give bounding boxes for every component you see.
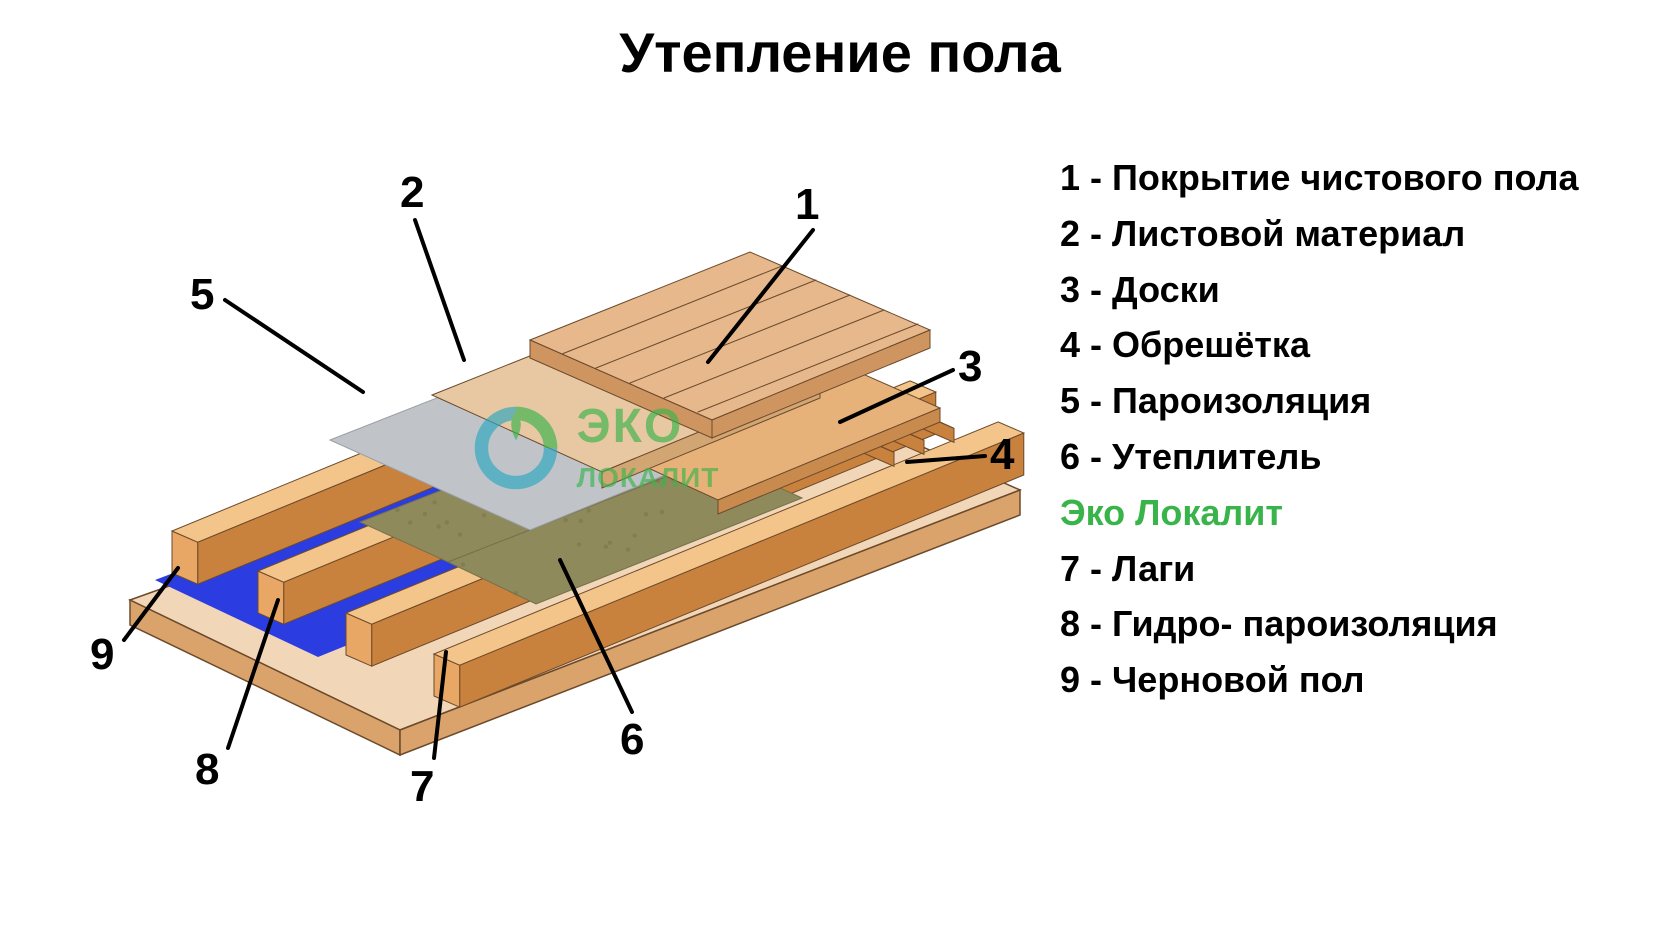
legend: 1 - Покрытие чистового пола 2 - Листовой… [1060,150,1640,708]
legend-item-1: 1 - Покрытие чистового пола [1060,150,1640,206]
legend-brand: Эко Локалит [1060,485,1640,541]
callout-5: 5 [190,270,214,320]
floor-diagram: ЭКО ЛОКАЛИТ 123456789 [60,160,1060,900]
legend-item-2: 2 - Листовой материал [1060,206,1640,262]
callout-9: 9 [90,630,114,680]
callout-3: 3 [958,342,982,392]
callout-1: 1 [795,180,819,230]
callout-6: 6 [620,715,644,765]
callout-2: 2 [400,168,424,218]
callout-7: 7 [410,762,434,812]
callout-4: 4 [990,430,1014,480]
callout-8: 8 [195,745,219,795]
legend-item-7: 7 - Лаги [1060,541,1640,597]
legend-item-5: 5 - Пароизоляция [1060,373,1640,429]
legend-item-3: 3 - Доски [1060,262,1640,318]
legend-item-8: 8 - Гидро- пароизоляция [1060,596,1640,652]
legend-item-4: 4 - Обрешётка [1060,317,1640,373]
legend-item-9: 9 - Черновой пол [1060,652,1640,708]
legend-item-6: 6 - Утеплитель [1060,429,1640,485]
page-title: Утепление пола [0,20,1680,85]
